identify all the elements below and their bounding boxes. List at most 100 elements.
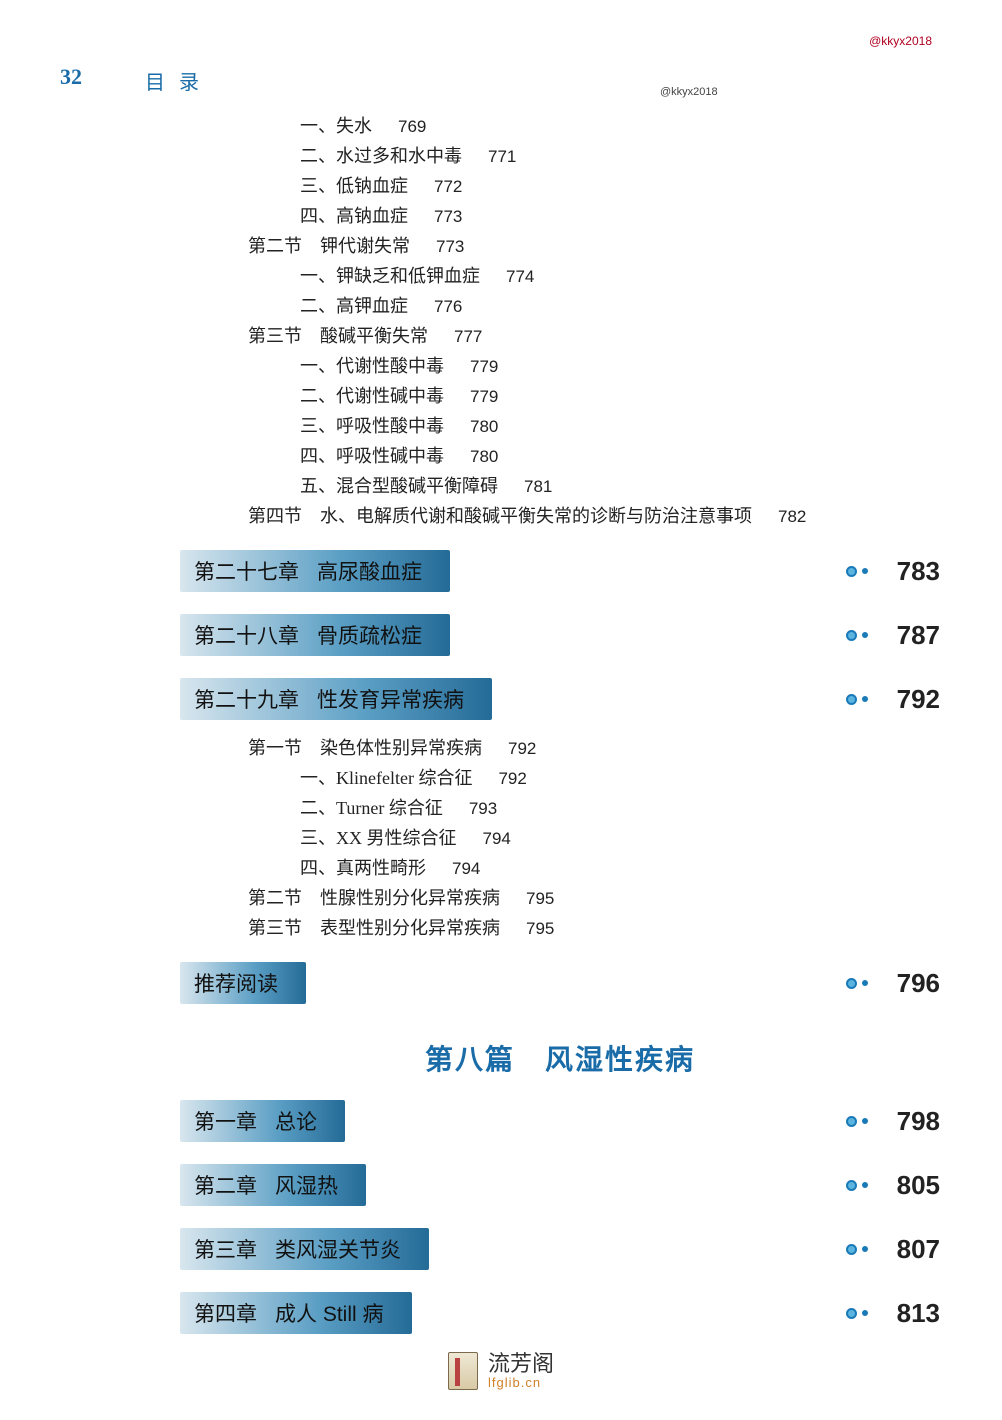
toc-sub-item: 三、呼吸性酸中毒 780 <box>300 412 940 438</box>
part-prefix: 第八篇 <box>425 1044 515 1075</box>
bullet-icon <box>846 566 868 577</box>
toc-item-page: 792 <box>498 769 526 789</box>
chapter-page-group: 798 <box>846 1106 940 1137</box>
chapter-title: 骨质疏松症 <box>317 620 422 650</box>
toc-sub-item: 五、混合型酸碱平衡障碍781 <box>300 472 940 498</box>
chapter-row: 第四章 成人 Still 病 813 <box>180 1292 940 1334</box>
chapter-page: 792 <box>880 684 940 715</box>
chapter-bar: 第一章 总论 <box>180 1100 345 1142</box>
chapter-page: 813 <box>880 1298 940 1329</box>
toc-section-item: 第四节水、电解质代谢和酸碱平衡失常的诊断与防治注意事项782 <box>248 502 940 528</box>
section-label: 第一节 <box>248 734 302 760</box>
logo-text: 流芳阁 lfglib.cn <box>488 1352 554 1390</box>
chapter-bar: 第四章 成人 Still 病 <box>180 1292 412 1334</box>
toc-sub-item: 三、低钠血症772 <box>300 172 940 198</box>
toc-sub-item: 四、高钠血症773 <box>300 202 940 228</box>
toc-sub-item: 二、Turner 综合征793 <box>300 794 940 820</box>
toc-sub-item: 二、代谢性碱中毒 779 <box>300 382 940 408</box>
toc-item-page: 795 <box>526 889 554 909</box>
toc-item-label: 二、高钾血症 <box>300 292 408 318</box>
toc-item-page: 782 <box>778 507 806 527</box>
toc-item-label: 一、代谢性酸中毒 <box>300 352 444 378</box>
toc-item-label: 染色体性别异常疾病 <box>320 734 482 760</box>
chapter-bar: 第二十九章 性发育异常疾病 <box>180 678 492 720</box>
chapter-page-group: 783 <box>846 556 940 587</box>
logo-icon <box>448 1352 478 1390</box>
footer-logo: 流芳阁 lfglib.cn <box>448 1352 554 1390</box>
toc-item-page: 771 <box>488 147 516 167</box>
bullet-icon <box>846 1116 868 1127</box>
toc-item-page: 779 <box>470 357 498 377</box>
recommended-reading-title: 推荐阅读 <box>194 968 278 998</box>
chapter-title: 类风湿关节炎 <box>275 1234 401 1264</box>
toc-item-label: 三、XX 男性综合征 <box>300 824 457 850</box>
chapter-row: 第二十七章 高尿酸血症 783 <box>180 550 940 592</box>
toc-item-page: 794 <box>483 829 511 849</box>
recommended-reading-bar: 推荐阅读 <box>180 962 306 1004</box>
toc-item-page: 776 <box>434 297 462 317</box>
chapter-page: 798 <box>880 1106 940 1137</box>
chapter-page: 783 <box>880 556 940 587</box>
toc-item-label: 表型性别分化异常疾病 <box>320 914 500 940</box>
chapter-page-group: 807 <box>846 1234 940 1265</box>
part-name: 风湿性疾病 <box>545 1044 695 1075</box>
watermark-small: @kkyx2018 <box>660 86 718 98</box>
bullet-icon <box>846 978 868 989</box>
header-title: 目录 <box>145 66 213 95</box>
toc-item-page: 779 <box>470 387 498 407</box>
chapter-bar: 第二十七章 高尿酸血症 <box>180 550 450 592</box>
bullet-icon <box>846 1180 868 1191</box>
chapter-title: 成人 Still 病 <box>275 1298 384 1328</box>
section-label: 第三节 <box>248 322 302 348</box>
toc-item-label: 四、真两性畸形 <box>300 854 426 880</box>
toc-item-page: 795 <box>526 919 554 939</box>
chapter-page: 807 <box>880 1234 940 1265</box>
toc-item-page: 777 <box>454 327 482 347</box>
toc-item-label: 四、呼吸性碱中毒 <box>300 442 444 468</box>
chapter-bar: 第二章 风湿热 <box>180 1164 366 1206</box>
chapter-page-group: 787 <box>846 620 940 651</box>
chapter-number: 第一章 <box>194 1106 257 1136</box>
bullet-icon <box>846 1244 868 1255</box>
toc-sub-item: 四、呼吸性碱中毒780 <box>300 442 940 468</box>
watermark-red: @kkyx2018 <box>869 34 932 48</box>
toc-section-item: 第三节表型性别分化异常疾病795 <box>248 914 940 940</box>
chapter-number: 第二十九章 <box>194 684 299 714</box>
toc-item-label: 二、代谢性碱中毒 <box>300 382 444 408</box>
toc-section-item: 第二节钾代谢失常773 <box>248 232 940 258</box>
recommended-reading-page: 796 <box>880 968 940 999</box>
toc-sub-item: 一、代谢性酸中毒 779 <box>300 352 940 378</box>
toc-item-label: 二、Turner 综合征 <box>300 794 443 820</box>
part-title: 第八篇风湿性疾病 <box>180 1038 940 1078</box>
toc-sub-item: 一、钾缺乏和低钾血症 774 <box>300 262 940 288</box>
toc-item-page: 792 <box>508 739 536 759</box>
chapter-title: 风湿热 <box>275 1170 338 1200</box>
toc-item-page: 774 <box>506 267 534 287</box>
section-label: 第四节 <box>248 502 302 528</box>
chapter-title: 性发育异常疾病 <box>317 684 464 714</box>
toc-item-label: 二、水过多和水中毒 <box>300 142 462 168</box>
chapter-row: 第二十九章 性发育异常疾病 792 <box>180 678 940 720</box>
chapter-number: 第四章 <box>194 1298 257 1328</box>
bullet-icon <box>846 630 868 641</box>
toc-item-page: 781 <box>524 477 552 497</box>
logo-en: lfglib.cn <box>488 1376 554 1390</box>
chapter-page-group: 796 <box>846 968 940 999</box>
toc-section-item: 第三节酸碱平衡失常777 <box>248 322 940 348</box>
toc-item-label: 三、呼吸性酸中毒 <box>300 412 444 438</box>
section-label: 第二节 <box>248 884 302 910</box>
toc-item-label: 一、失水 <box>300 112 372 138</box>
bullet-icon <box>846 694 868 705</box>
toc-item-label: 一、钾缺乏和低钾血症 <box>300 262 480 288</box>
chapter-number: 第二十八章 <box>194 620 299 650</box>
chapter-title: 总论 <box>275 1106 317 1136</box>
toc-item-page: 772 <box>434 177 462 197</box>
toc-sub-item: 二、高钾血症 776 <box>300 292 940 318</box>
toc-item-page: 780 <box>470 417 498 437</box>
chapter-number: 第三章 <box>194 1234 257 1264</box>
chapter-page-group: 792 <box>846 684 940 715</box>
chapter-page-group: 813 <box>846 1298 940 1329</box>
toc-item-page: 769 <box>398 117 426 137</box>
recommended-reading-row: 推荐阅读 796 <box>180 962 940 1004</box>
toc-sub-item: 四、真两性畸形794 <box>300 854 940 880</box>
